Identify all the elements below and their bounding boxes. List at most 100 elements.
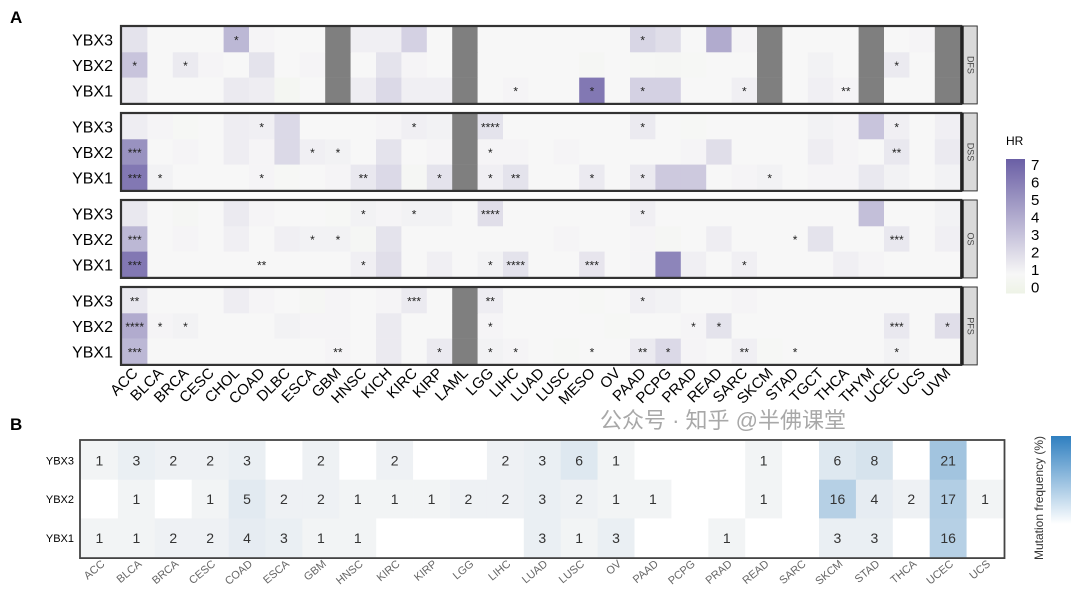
cell-value: 8 xyxy=(870,452,878,468)
cell-value: 4 xyxy=(870,491,878,507)
heatmap-cell xyxy=(655,52,682,78)
heatmap-cell xyxy=(477,288,504,314)
cell-value: 1 xyxy=(760,452,768,468)
heatmap-cell xyxy=(122,251,148,278)
heatmap-cell xyxy=(477,114,504,140)
heatmap-cell xyxy=(452,288,478,314)
cell-value: 2 xyxy=(317,491,325,507)
heatmap-cell xyxy=(909,226,936,252)
heatmap-cell xyxy=(884,52,910,78)
heatmap-cell xyxy=(249,313,275,339)
x-tick-label: SARC xyxy=(777,558,808,587)
heatmap-cell xyxy=(154,479,192,519)
heatmap-cell xyxy=(228,518,266,558)
heatmap-cell xyxy=(274,139,301,165)
row-label: YBX2 xyxy=(72,232,113,249)
heatmap-cell xyxy=(426,114,453,140)
heatmap-cell xyxy=(249,288,275,314)
heatmap-cell xyxy=(757,313,783,339)
heatmap-cell xyxy=(833,201,859,227)
cell-value: 1 xyxy=(723,530,731,546)
heatmap-cell xyxy=(731,164,758,191)
heatmap-cell xyxy=(934,201,961,227)
heatmap-cell xyxy=(807,288,834,314)
row-label: YBX2 xyxy=(72,319,113,336)
cell-value: 1 xyxy=(612,491,620,507)
heatmap-cell xyxy=(503,338,529,365)
heatmap-cell xyxy=(350,201,377,227)
cell-value: 3 xyxy=(538,452,546,468)
heatmap-cell xyxy=(198,288,224,314)
x-tick-label: ESCA xyxy=(261,558,292,587)
heatmap-cell xyxy=(655,27,682,53)
heatmap-cell xyxy=(528,251,555,278)
heatmap-cell xyxy=(401,313,428,339)
heatmap-cell xyxy=(274,164,301,191)
heatmap-cell xyxy=(223,313,250,339)
heatmap-cell xyxy=(172,251,199,278)
heatmap-cell xyxy=(597,441,635,480)
heatmap-cell xyxy=(706,251,732,278)
heatmap-cell xyxy=(413,518,451,558)
heatmap-cell xyxy=(299,313,326,339)
heatmap-cell xyxy=(228,479,266,519)
row-label: YBX3 xyxy=(72,120,113,137)
heatmap-cell xyxy=(503,139,529,165)
mutation-legend-title: Mutation frequency (%) xyxy=(1032,436,1046,560)
heatmap-cell xyxy=(147,114,174,140)
heatmap-cell xyxy=(426,27,453,53)
heatmap-cell xyxy=(855,518,894,558)
heatmap-cell xyxy=(147,226,174,252)
heatmap-cell xyxy=(503,251,529,278)
heatmap-cell xyxy=(655,164,682,191)
heatmap-cell xyxy=(172,164,199,191)
heatmap-cell xyxy=(680,27,707,53)
cell-value: 1 xyxy=(649,491,657,507)
heatmap-cell xyxy=(604,251,631,278)
heatmap-cell xyxy=(350,52,377,78)
heatmap-cell xyxy=(909,338,936,365)
heatmap-cell xyxy=(147,164,174,191)
heatmap-cell xyxy=(450,518,488,558)
significance-stars: * xyxy=(183,59,188,73)
heatmap-cell xyxy=(553,27,580,53)
heatmap-cell xyxy=(884,288,910,314)
cell-value: 1 xyxy=(317,530,325,546)
heatmap-cell xyxy=(81,479,119,519)
heatmap-cell xyxy=(503,164,529,191)
cell-value: 16 xyxy=(940,530,956,546)
heatmap-cell xyxy=(265,518,303,558)
heatmap-cell xyxy=(172,313,199,339)
heatmap-cell xyxy=(680,114,707,140)
heatmap-cell xyxy=(807,338,834,365)
heatmap-cell xyxy=(630,201,656,227)
heatmap-cell xyxy=(350,288,377,314)
heatmap-cell xyxy=(274,114,301,140)
heatmap-cell xyxy=(579,251,605,278)
heatmap-cell xyxy=(604,114,631,140)
heatmap-cell xyxy=(604,139,631,165)
heatmap-cell xyxy=(858,288,885,314)
heatmap-cell xyxy=(198,27,224,53)
heatmap-cell xyxy=(191,518,229,558)
heatmap-cell xyxy=(376,164,402,191)
heatmap-cell xyxy=(523,441,561,480)
heatmap-cell xyxy=(147,27,174,53)
heatmap-cell xyxy=(223,139,250,165)
heatmap-cell xyxy=(807,313,834,339)
significance-stars: * xyxy=(640,171,645,185)
significance-stars: * xyxy=(640,34,645,48)
heatmap-cell xyxy=(122,139,148,165)
heatmap-cell xyxy=(249,251,275,278)
significance-stars: ** xyxy=(638,345,648,359)
significance-stars: * xyxy=(361,208,366,222)
heatmap-cell xyxy=(249,52,275,78)
heatmap-cell xyxy=(350,27,377,53)
heatmap-cell xyxy=(858,226,885,252)
heatmap-cell xyxy=(884,201,910,227)
x-tick-label: KIRC xyxy=(375,558,403,584)
heatmap-cell xyxy=(884,77,910,104)
heatmap-cell xyxy=(249,226,275,252)
heatmap-cell xyxy=(117,479,156,519)
heatmap-cell xyxy=(325,27,351,53)
